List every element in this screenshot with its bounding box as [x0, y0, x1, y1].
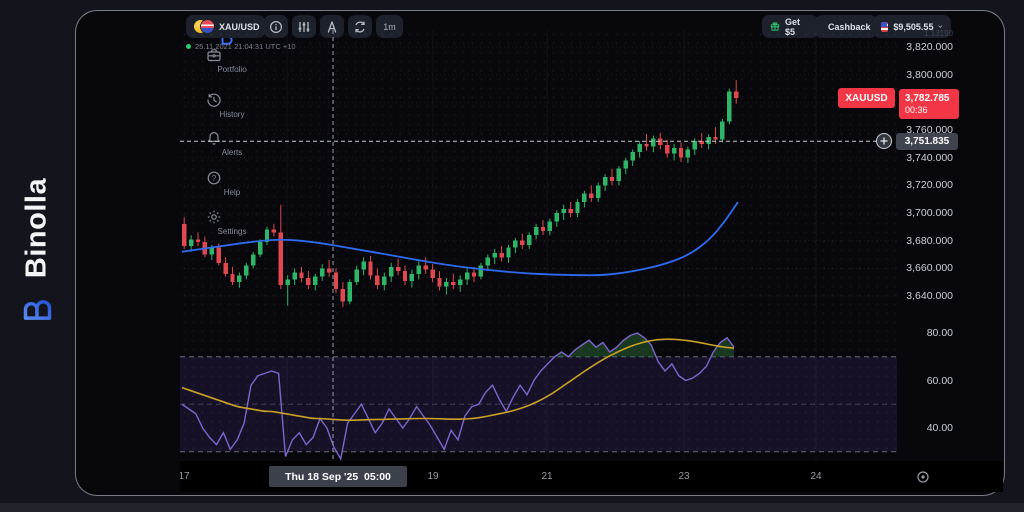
time-axis[interactable]: 17 19 21 23 24 Thu 18 Sep '25 05:00 [180, 461, 1003, 492]
oscillator-panel[interactable] [180, 315, 897, 461]
asset-label: XAU/USD [219, 21, 260, 32]
drawing-tools-button[interactable] [320, 15, 344, 38]
briefcase-icon [207, 49, 221, 62]
sidebar-item-portfolio[interactable]: Portfolio [206, 47, 258, 74]
binolla-logo-icon [23, 300, 51, 320]
page-bottom-strip [0, 503, 1024, 512]
drawing-tools-icon [327, 20, 337, 33]
svg-text:?: ? [212, 174, 217, 183]
candle-countdown: 00:36 [905, 104, 928, 115]
add-position-icon[interactable] [876, 133, 892, 150]
oscillator-tick-label: 80.00 [926, 327, 953, 339]
timeframe-button[interactable]: 1m [376, 15, 403, 38]
server-timestamp: 25.11.2021 21:04:31 UTC +10 [195, 42, 296, 51]
sidebar-item-label: Settings [217, 227, 247, 236]
last-price-value: 3,782.785 [905, 92, 950, 104]
price-tick-label: 3,740.000 [906, 151, 953, 164]
indicators-button[interactable] [292, 15, 316, 38]
asset-selector[interactable]: XAU/USD [186, 15, 265, 38]
price-tick-label: 3,700.000 [906, 207, 953, 219]
sidebar-item-label: Portfolio [217, 65, 247, 74]
price-tick-label: 3,680.000 [906, 234, 953, 247]
ghost-axis-label: 1.13190 [924, 29, 953, 38]
asset-pair-icon [194, 20, 214, 33]
binolla-branding: Binolla [21, 178, 54, 326]
time-tick-label: 17 [180, 471, 190, 482]
bell-icon [208, 132, 220, 145]
last-price-badge: 3,782.785 00:36 [899, 89, 959, 120]
position-price-badge: 3,751.835 [896, 132, 958, 150]
price-tick-label: 3,800.000 [906, 68, 953, 81]
info-icon [269, 20, 283, 33]
sidebar-item-label: Alerts [221, 148, 243, 157]
price-tick-label: 3,820.000 [906, 41, 953, 53]
connection-status-dot [186, 44, 191, 49]
oscillator-tick-label: 40.00 [926, 422, 953, 434]
axis-settings-icon[interactable] [916, 470, 930, 484]
oscillator-tick-label: 60.00 [926, 374, 953, 387]
time-tick-label: 19 [427, 471, 439, 482]
time-tick-label: 23 [678, 471, 690, 482]
symbol-badge: XAUUSD [838, 88, 895, 109]
get-bonus-label: Get $5 [785, 16, 801, 37]
time-tick-label: 24 [810, 471, 822, 482]
info-button[interactable] [264, 15, 288, 38]
help-icon: ? [207, 171, 221, 185]
gift-icon [770, 22, 780, 31]
main-price-chart[interactable] [180, 30, 897, 312]
cashback-label: Cashback [828, 21, 871, 32]
timeframe-label: 1m [383, 21, 396, 32]
sidebar-item-help[interactable]: ? Help [206, 170, 258, 197]
compare-button[interactable] [348, 15, 372, 38]
time-tick-label: 21 [541, 471, 553, 482]
sidebar-item-alerts[interactable]: Alerts [206, 130, 258, 157]
price-tick-label: 3,640.000 [906, 290, 953, 302]
sidebar-item-settings[interactable]: Settings [206, 209, 258, 236]
brand-name: Binolla [20, 177, 53, 279]
crosshair-time-tooltip: Thu 18 Sep '25 05:00 [269, 466, 407, 487]
price-tick-label: 3,660.000 [906, 262, 953, 275]
sidebar-item-history[interactable]: History [206, 92, 258, 119]
price-tick-label: 3,720.000 [906, 179, 953, 192]
gear-icon [207, 210, 221, 224]
usd-flag-icon [881, 21, 889, 32]
indicators-icon [298, 21, 310, 32]
cashback-button[interactable]: $ Cashback [815, 15, 877, 38]
compare-icon [355, 20, 365, 33]
get-bonus-button[interactable]: Get $5 [762, 15, 818, 38]
sidebar-item-label: History [219, 110, 245, 119]
history-icon [207, 93, 221, 107]
chevron-down-icon [938, 25, 943, 28]
balance-selector[interactable]: $9,505.55 [873, 15, 951, 38]
balance-label: $9,505.55 [893, 21, 934, 32]
sidebar-item-label: Help [223, 188, 241, 197]
